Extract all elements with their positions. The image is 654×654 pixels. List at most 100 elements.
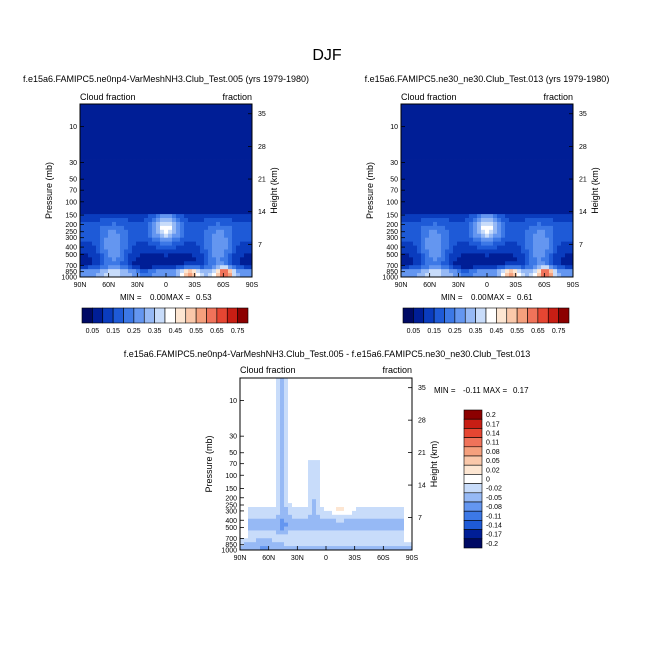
heatmap-cell	[200, 194, 205, 199]
heatmap-cell	[104, 257, 109, 262]
heatmap-cell	[244, 206, 249, 211]
heatmap-cell	[437, 218, 442, 223]
heatmap-cell	[308, 405, 313, 410]
heatmap-cell	[232, 225, 237, 231]
heatmap-cell	[485, 198, 490, 203]
heatmap-cell	[156, 214, 161, 219]
heatmap-cell	[316, 397, 321, 402]
heatmap-cell	[401, 245, 406, 250]
heatmap-cell	[292, 526, 297, 531]
heatmap-cell	[216, 135, 221, 140]
heatmap-cell	[248, 389, 253, 395]
heatmap-cell	[457, 198, 462, 203]
heatmap-cell	[300, 401, 305, 406]
heatmap-cell	[445, 198, 450, 203]
heatmap-cell	[529, 147, 534, 152]
heatmap-cell	[104, 151, 109, 156]
heatmap-cell	[465, 178, 470, 184]
heatmap-cell	[501, 245, 506, 250]
heatmap-cell	[501, 178, 506, 184]
heatmap-cell	[537, 143, 542, 148]
heatmap-cell	[264, 534, 269, 539]
heatmap-cell	[244, 538, 249, 543]
heatmap-cell	[268, 444, 273, 449]
heatmap-cell	[437, 107, 442, 113]
heatmap-cell	[328, 487, 333, 492]
heatmap-cell	[228, 178, 233, 184]
heatmap-cell	[469, 210, 474, 215]
heatmap-cell	[84, 221, 89, 227]
heatmap-cell	[413, 214, 418, 219]
heatmap-cell	[240, 253, 245, 258]
heatmap-cell	[100, 123, 105, 128]
heatmap-cell	[461, 265, 466, 270]
heatmap-cell	[517, 237, 522, 243]
heatmap-cell	[569, 225, 574, 231]
heatmap-cell	[172, 198, 177, 203]
heatmap-cell	[244, 510, 249, 516]
x-tick-label: 60N	[423, 282, 436, 289]
heatmap-cell	[300, 522, 305, 527]
heatmap-cell	[92, 162, 97, 168]
heatmap-cell	[260, 385, 265, 391]
heatmap-cell	[513, 257, 518, 262]
heatmap-cell	[92, 241, 97, 246]
heatmap-cell	[140, 225, 145, 231]
heatmap-cell	[132, 178, 137, 184]
heatmap-cell	[308, 428, 313, 434]
heatmap-cell	[525, 233, 530, 239]
heatmap-cell	[569, 206, 574, 211]
heatmap-cell	[80, 123, 85, 128]
heatmap-cell	[156, 249, 161, 254]
heatmap-cell	[224, 131, 229, 136]
heatmap-cell	[561, 115, 566, 121]
heatmap-cell	[244, 495, 249, 500]
heatmap-cell	[481, 245, 486, 250]
heatmap-cell	[132, 218, 137, 223]
heatmap-cell	[441, 237, 446, 243]
heatmap-cell	[304, 385, 309, 391]
heatmap-cell	[164, 265, 169, 270]
heatmap-cell	[148, 155, 153, 160]
heatmap-cell	[264, 467, 269, 473]
heatmap-cell	[216, 159, 221, 164]
heatmap-cell	[244, 546, 249, 551]
heatmap-cell	[180, 162, 185, 168]
heatmap-cell	[244, 225, 249, 231]
heatmap-cell	[304, 397, 309, 402]
heatmap-cell	[457, 265, 462, 270]
heatmap-cell	[501, 202, 506, 207]
heatmap-cell	[280, 444, 285, 449]
heatmap-cell	[328, 464, 333, 469]
heatmap-cell	[148, 225, 153, 231]
heatmap-cell	[96, 261, 101, 266]
heatmap-cell	[176, 159, 181, 164]
heatmap-cell	[244, 405, 249, 410]
heatmap-cell	[116, 186, 121, 191]
heatmap-cell	[192, 261, 197, 266]
heatmap-cell	[421, 107, 426, 113]
heatmap-cell	[469, 233, 474, 239]
heatmap-cell	[192, 202, 197, 207]
heatmap-cell	[477, 233, 482, 239]
heatmap-cell	[533, 186, 538, 191]
heatmap-cell	[180, 241, 185, 246]
heatmap-cell	[148, 178, 153, 184]
heatmap-cell	[328, 436, 333, 441]
heatmap-cell	[545, 170, 550, 176]
heatmap-cell	[200, 249, 205, 254]
y-tick-label: 100	[65, 199, 77, 206]
heatmap-cell	[136, 237, 141, 243]
heatmap-cell	[441, 221, 446, 227]
heatmap-cell	[200, 261, 205, 266]
heatmap-cell	[449, 123, 454, 128]
heatmap-cell	[240, 432, 245, 438]
heatmap-cell	[248, 174, 253, 180]
heatmap-cell	[413, 229, 418, 235]
heatmap-cell	[256, 421, 261, 426]
heatmap-cell	[529, 229, 534, 235]
right-tick-label: 21	[258, 177, 266, 184]
heatmap-cell	[320, 538, 325, 543]
heatmap-cell	[268, 538, 273, 543]
heatmap-cell	[553, 225, 558, 231]
